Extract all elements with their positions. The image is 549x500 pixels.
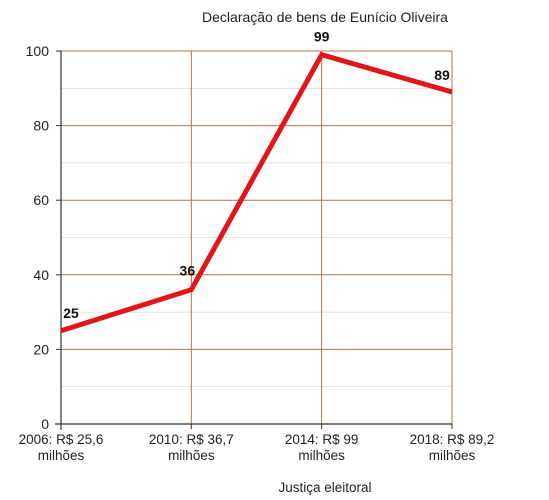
- x-tick-label-line: 2014: R$ 99: [285, 432, 359, 447]
- x-tick-label-line: milhões: [38, 448, 85, 463]
- x-tick-label: 2010: R$ 36,7 milhões: [149, 432, 234, 463]
- x-tick-label-line: milhões: [168, 448, 215, 463]
- y-tick-label: 40: [33, 267, 49, 283]
- data-point: [60, 330, 62, 332]
- x-tick-label-line: 2006: R$ 25,6: [19, 432, 104, 447]
- series-path: [60, 51, 453, 334]
- data-point: [190, 289, 192, 291]
- y-tick-label: 100: [26, 43, 50, 59]
- y-tick-label: 20: [33, 341, 49, 357]
- data-label: 36: [180, 263, 196, 279]
- data-label: 89: [434, 67, 450, 83]
- x-tick-label-line: milhões: [298, 448, 345, 463]
- data-point: [321, 54, 323, 56]
- x-axis-label: Justiça eleitoral: [278, 480, 371, 495]
- x-tick-label: 2018: R$ 89,2 milhões: [410, 432, 495, 463]
- gridlines: [55, 50, 453, 430]
- x-tick-label-line: 2010: R$ 36,7: [149, 432, 234, 447]
- x-tick-label: 2014: R$ 99 milhões: [285, 432, 359, 463]
- data-label: 25: [63, 305, 79, 321]
- x-tick-label-line: milhões: [429, 448, 476, 463]
- data-point: [451, 91, 453, 93]
- x-tick-label-line: 2018: R$ 89,2: [410, 432, 495, 447]
- y-axis-ticks: 0 20 40 60 80 100: [26, 43, 61, 432]
- chart-title: Declaração de bens de Eunício Oliveira: [202, 9, 448, 25]
- y-tick-label: 60: [33, 192, 49, 208]
- y-tick-label: 80: [33, 118, 49, 134]
- data-label: 99: [314, 29, 330, 45]
- data-labels: 25 36 99 89: [63, 29, 450, 321]
- x-tick-label: 2006: R$ 25,6 milhões: [19, 432, 104, 463]
- y-tick-label: 0: [41, 416, 49, 432]
- series-line: [60, 51, 453, 334]
